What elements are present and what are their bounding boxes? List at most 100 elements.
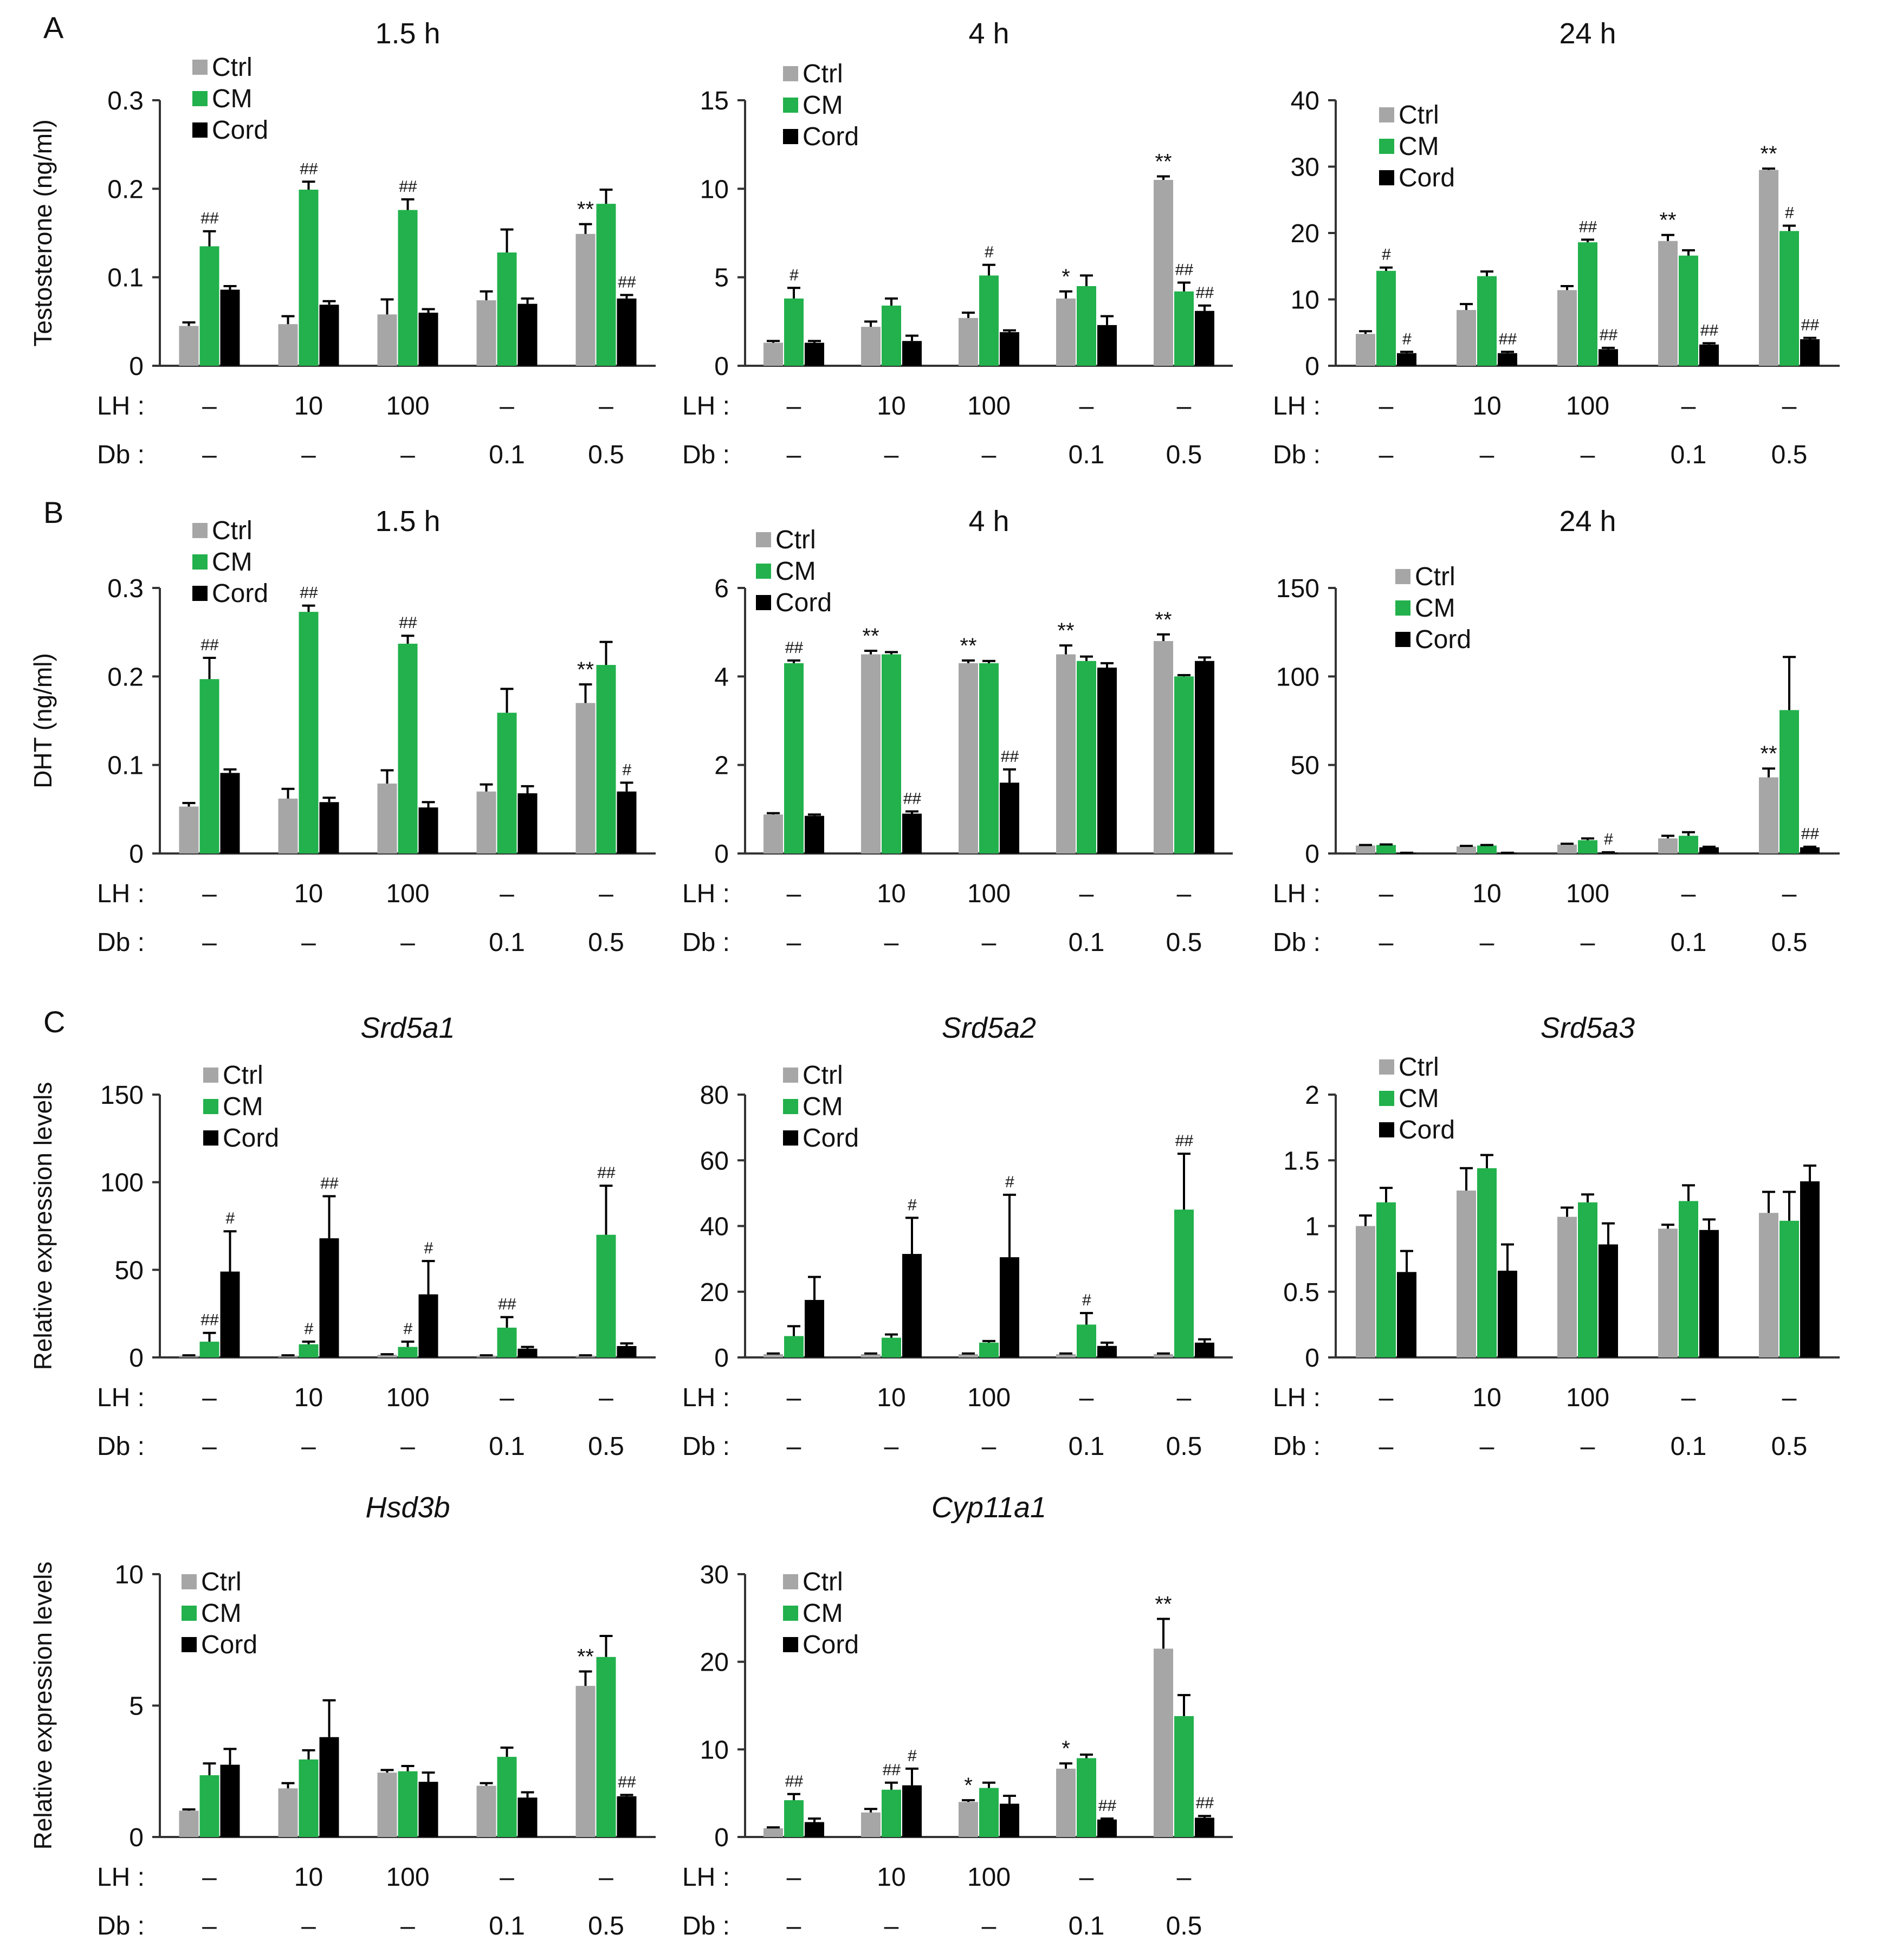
significance-mark: * [1062,1737,1070,1761]
y-tick-label: 0.3 [107,87,144,115]
bar-cord [1800,847,1820,853]
db-value: – [787,1432,801,1461]
legend-label: CM [212,548,253,577]
bar-cm [299,189,319,366]
bar-ctrl [377,1355,397,1357]
bar-ctrl [179,1355,199,1357]
significance-mark: # [225,1209,235,1227]
legend-label: Ctrl [1399,101,1439,130]
bar-ctrl [476,300,496,366]
significance-mark: ** [1760,742,1777,766]
bar-cm [1077,286,1096,366]
y-tick-label: 150 [1276,574,1319,603]
bar-cord [1097,668,1117,853]
bar-cm [596,1657,616,1837]
legend-swatch [783,129,798,144]
significance-mark: # [622,761,631,779]
significance-mark: ** [1155,608,1172,632]
db-row-label: Db : [1273,1432,1321,1461]
bar-cm [497,1328,517,1357]
legend-label: CM [212,85,253,113]
significance-mark: # [1402,330,1412,348]
significance-mark: ## [785,1773,803,1790]
y-tick-label: 0.5 [1283,1278,1319,1307]
bar-cm [1679,1201,1698,1357]
bar-cord [1397,353,1416,366]
legend-label: CM [1399,1084,1439,1113]
db-value: 0.1 [489,1912,525,1940]
lh-row-label: LH : [682,879,730,908]
bar-ctrl [1658,838,1678,853]
legend-label: CM [803,1599,843,1628]
db-value: 0.1 [489,1432,525,1461]
legend-swatch [203,1130,218,1146]
bar-cord [1699,344,1719,366]
db-row-label: Db : [97,1912,145,1940]
y-tick-label: 40 [1291,87,1319,115]
db-row-label: Db : [682,928,730,957]
significance-mark: ** [577,1645,594,1668]
significance-mark: ** [1057,619,1074,643]
significance-mark: # [1785,204,1794,222]
legend-swatch [1395,569,1410,584]
bar-cm [1578,1202,1597,1357]
lh-value: 10 [1472,879,1501,908]
y-tick-label: 50 [1291,752,1319,780]
db-value: 0.5 [1166,928,1202,957]
bar-cord [517,1797,538,1837]
significance-mark: ## [1195,1794,1214,1812]
significance-mark: ## [1578,218,1597,236]
chart-title: 4 h [968,505,1009,538]
bar-cm [596,204,616,366]
y-tick-label: 1.5 [1283,1147,1319,1175]
lh-value: 100 [1566,392,1609,421]
db-value: 0.1 [1069,928,1105,957]
bar-ctrl [278,324,298,366]
bar-cm [398,210,418,366]
bar-ctrl [278,1355,298,1357]
chart-title: Srd5a2 [942,1012,1036,1044]
legend-swatch [783,1099,798,1114]
bar-cord [805,1299,824,1357]
lh-value: – [1379,879,1394,908]
bar-ctrl [1056,1354,1076,1357]
db-value: – [202,1912,217,1940]
lh-row-label: LH : [1273,1383,1321,1412]
bar-cm [784,1800,804,1837]
legend-label: Cord [212,579,268,608]
db-value: 0.1 [1671,441,1707,469]
significance-mark: ** [1760,142,1777,166]
bar-cord [418,313,438,366]
y-tick-label: 0 [1305,1344,1319,1373]
y-tick-label: 50 [115,1256,144,1285]
significance-mark: * [1062,265,1070,289]
significance-mark: # [1082,1291,1091,1309]
bar-cord [1699,847,1719,853]
bar-cord [220,773,240,853]
chart-3: 1.5 h 0 0.1 0.2 0.3 DHT (ng/ml) ## ## ## ** # Ctrl C… [29,505,656,957]
bar-ctrl [575,1686,596,1837]
db-value: – [1379,928,1394,957]
chart-title: Cyp11a1 [931,1491,1046,1524]
bar-cm [1174,1716,1194,1837]
bar-ctrl [1457,1191,1476,1357]
bar-ctrl [1658,241,1678,366]
db-row-label: Db : [97,928,145,957]
bar-cord [805,342,824,366]
bar-cm [1376,845,1396,853]
legend-label: CM [223,1092,263,1121]
bar-cord [902,1254,922,1357]
significance-mark: # [985,243,994,261]
y-tick-label: 0 [714,352,729,381]
bar-cord [1195,661,1214,853]
bar-ctrl [575,1355,596,1357]
bar-cm [1578,840,1597,853]
y-tick-label: 10 [700,175,729,204]
panel-label-B: B [43,495,63,529]
lh-row-label: LH : [1273,879,1321,908]
bar-cm [199,679,219,853]
y-tick-label: 0 [714,1344,729,1373]
legend-label: CM [201,1599,242,1628]
significance-mark: # [908,1747,917,1765]
